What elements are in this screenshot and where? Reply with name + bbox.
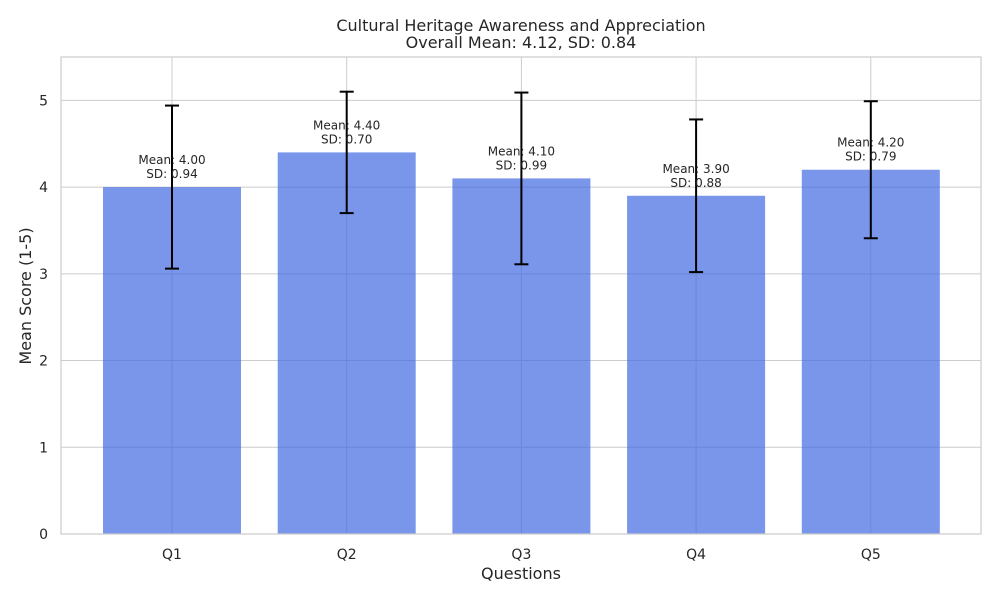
y-tick-label: 0	[39, 527, 48, 543]
y-tick-label: 4	[39, 180, 48, 196]
y-tick-label: 5	[39, 93, 48, 109]
bar-sd-label: SD: 0.88	[670, 176, 721, 190]
bar-mean-label: Mean: 4.00	[138, 153, 205, 167]
x-tick-label: Q2	[337, 547, 357, 563]
bar	[277, 152, 416, 534]
y-tick-label: 2	[39, 354, 48, 370]
x-tick-label: Q3	[511, 547, 531, 563]
ticks-layer: 0 1 2 3 4 5 Q1 Q2 Q3 Q4 Q5	[39, 93, 881, 563]
bar-mean-label: Mean: 4.20	[837, 136, 904, 150]
bar-sd-label: SD: 0.79	[845, 150, 896, 164]
chart-subtitle: Overall Mean: 4.12, SD: 0.84	[406, 33, 637, 52]
bar-sd-label: SD: 0.94	[146, 167, 197, 181]
plot-frame	[60, 56, 982, 535]
chart-title: Cultural Heritage Awareness and Apprecia…	[336, 16, 705, 35]
x-tick-label: Q5	[861, 547, 881, 563]
x-tick-label: Q4	[686, 547, 706, 563]
y-axis-label: Mean Score (1-5)	[16, 227, 35, 364]
x-tick-label: Q1	[162, 547, 182, 563]
bar-mean-label: Mean: 4.10	[488, 144, 555, 158]
bar-sd-label: SD: 0.99	[496, 158, 547, 172]
y-tick-label: 3	[39, 267, 48, 283]
x-axis-label: Questions	[481, 564, 561, 583]
bars-layer	[103, 152, 940, 534]
bar-sd-label: SD: 0.70	[321, 132, 372, 146]
error-bars-layer	[165, 90, 878, 274]
y-tick-label: 1	[39, 440, 48, 456]
bar-mean-label: Mean: 3.90	[662, 162, 729, 176]
bar-mean-label: Mean: 4.40	[313, 118, 380, 132]
